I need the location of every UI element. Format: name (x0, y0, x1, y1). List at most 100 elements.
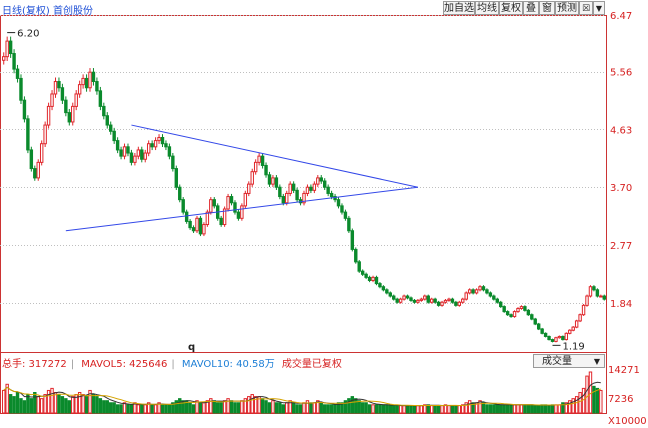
candle-down (505, 311, 510, 316)
volume-bar (429, 405, 434, 414)
candle-up (516, 307, 520, 313)
volume-bar (240, 400, 244, 414)
volume-bar (274, 402, 279, 414)
candle-down (340, 205, 344, 213)
candle-down (426, 295, 430, 303)
volume-bar (329, 404, 334, 414)
chevron-down-icon: ▼ (595, 4, 603, 13)
volume-bar (360, 402, 365, 414)
candle-up (305, 186, 310, 194)
volume-tick-label: 7236 (608, 394, 633, 405)
candle-down (281, 196, 285, 204)
volume-bar (243, 398, 248, 414)
volume-bar (126, 404, 130, 414)
candle-down (115, 140, 120, 151)
volume-bar (188, 402, 192, 414)
volume-bar (295, 404, 299, 414)
volume-bar (143, 404, 147, 414)
volume-bar (343, 400, 348, 414)
volume-bar (60, 396, 65, 414)
volume-bar (233, 402, 237, 414)
volume-bar (153, 404, 158, 414)
candle-up (240, 205, 244, 219)
candle-down (181, 199, 185, 213)
volume-bar (595, 387, 600, 414)
volume-bar (505, 404, 510, 414)
volume-bar (433, 405, 437, 414)
candle-up (474, 289, 479, 294)
window-button[interactable]: 窗 (539, 1, 555, 15)
candle-down (409, 297, 413, 301)
volume-bar (447, 405, 451, 414)
volume-bar (354, 398, 358, 414)
volume-bar (33, 392, 37, 414)
volume-tick-label: 14271 (608, 365, 640, 376)
candle-up (574, 320, 579, 328)
candle-down (509, 314, 513, 318)
volume-bar (333, 404, 337, 414)
volume-bar (316, 400, 320, 414)
candle-down (95, 81, 99, 92)
candle-down (126, 146, 130, 154)
price-tick-label: 4.63 (610, 125, 632, 136)
volume-bar (22, 400, 27, 414)
toggle-panel-button[interactable]: ☒ (579, 1, 593, 15)
candle-up (512, 311, 517, 318)
candle-up (285, 192, 289, 204)
candle-up (585, 295, 589, 306)
candle-up (599, 295, 603, 298)
volume-bar (564, 402, 569, 414)
candle-down (184, 211, 189, 222)
overlay-button[interactable]: 叠 (523, 1, 539, 15)
volume-bar (461, 404, 465, 414)
volume-bar (568, 400, 572, 414)
candle-up (39, 143, 44, 163)
candle-up (143, 152, 147, 160)
volume-bar (53, 392, 58, 414)
candle-down (481, 286, 486, 291)
candle-down (543, 332, 548, 337)
chart-title: 日线(复权) 首创股份 (2, 6, 93, 17)
forecast-button[interactable]: 预测 (555, 1, 579, 15)
candle-down (64, 99, 68, 114)
candle-down (150, 143, 154, 148)
candle-up (2, 56, 6, 61)
add-watchlist-button[interactable]: 加自选 (443, 1, 475, 15)
volume-bar (236, 402, 241, 414)
total-volume-label: 总手: 317272 (2, 359, 67, 370)
indicator-selector[interactable]: 成交量 ▼ (533, 354, 605, 368)
candle-up (71, 105, 75, 123)
volume-bar (519, 404, 524, 414)
candle-down (160, 136, 165, 145)
candle-down (274, 177, 279, 188)
volume-bar (164, 404, 168, 414)
volume-bar (146, 402, 151, 414)
volume-bar (416, 405, 420, 414)
volume-bar (578, 392, 582, 414)
volume-bar (561, 402, 565, 414)
volume-bar (267, 402, 272, 414)
volume-bar (495, 404, 499, 414)
adjust-button[interactable]: 复权 (499, 1, 523, 15)
candle-down (405, 295, 410, 299)
triangle-upper-line (131, 124, 419, 188)
moving-average-button[interactable]: 均线 (475, 1, 499, 15)
high-price-label: 6.20 (17, 29, 39, 40)
candle-up (478, 286, 482, 291)
volume-bar (381, 404, 386, 414)
candle-up (302, 192, 306, 204)
candle-up (581, 304, 586, 316)
volume-bar (102, 400, 106, 414)
volume-bar (264, 400, 268, 414)
candle-down (309, 186, 313, 191)
candle-down (592, 286, 596, 291)
volume-bar (302, 402, 306, 414)
volume-bar (247, 396, 251, 414)
candle-up (564, 332, 569, 341)
candle-down (395, 298, 399, 303)
more-dropdown-button[interactable]: ▼ (593, 1, 605, 15)
candle-up (443, 299, 448, 303)
candle-down (326, 186, 330, 194)
volume-bar (253, 396, 258, 414)
volume-bar (357, 400, 361, 414)
